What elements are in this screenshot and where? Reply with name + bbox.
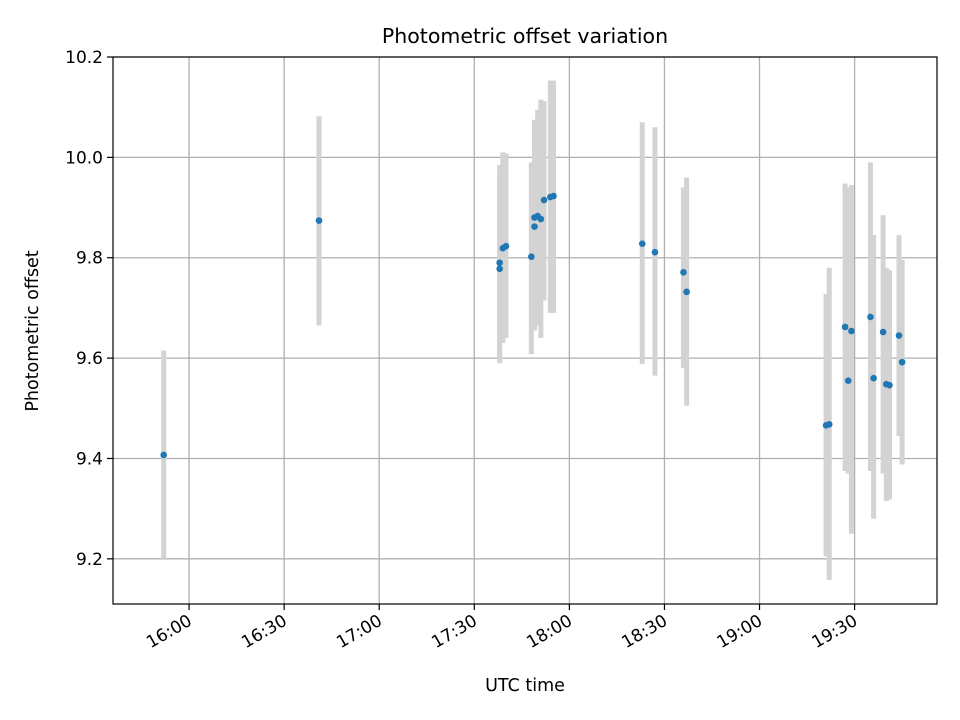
data-point xyxy=(879,328,887,336)
data-point xyxy=(680,268,687,276)
data-point xyxy=(315,217,323,224)
data-point xyxy=(502,242,510,250)
y-tick-label: 10.0 xyxy=(65,148,103,168)
data-point xyxy=(496,265,503,273)
y-tick-label: 9.6 xyxy=(76,349,103,369)
data-point xyxy=(531,223,538,230)
y-tick-label: 9.2 xyxy=(76,550,103,570)
y-axis-label: Photometric offset xyxy=(23,250,43,411)
data-point xyxy=(844,377,852,384)
data-point xyxy=(886,381,893,389)
y-tick-label: 10.2 xyxy=(65,48,103,68)
y-tick-label: 9.4 xyxy=(76,449,103,469)
data-point xyxy=(651,248,659,256)
data-point xyxy=(867,313,874,321)
data-point xyxy=(841,323,849,331)
y-tick-label: 9.8 xyxy=(76,249,103,269)
point-layer xyxy=(160,192,906,459)
data-point xyxy=(825,421,833,428)
data-point xyxy=(898,358,906,366)
chart-title: Photometric offset variation xyxy=(382,24,668,48)
data-point xyxy=(528,253,535,261)
data-point xyxy=(683,288,690,296)
plot-frame xyxy=(112,56,938,605)
data-point xyxy=(160,451,168,459)
data-point xyxy=(496,259,503,267)
data-point xyxy=(537,215,545,223)
data-point xyxy=(895,332,903,339)
data-point xyxy=(638,240,646,247)
data-point xyxy=(870,374,877,382)
data-point xyxy=(540,196,548,204)
data-point xyxy=(848,327,855,335)
data-point xyxy=(550,192,557,200)
x-axis-label: UTC time xyxy=(485,676,565,696)
